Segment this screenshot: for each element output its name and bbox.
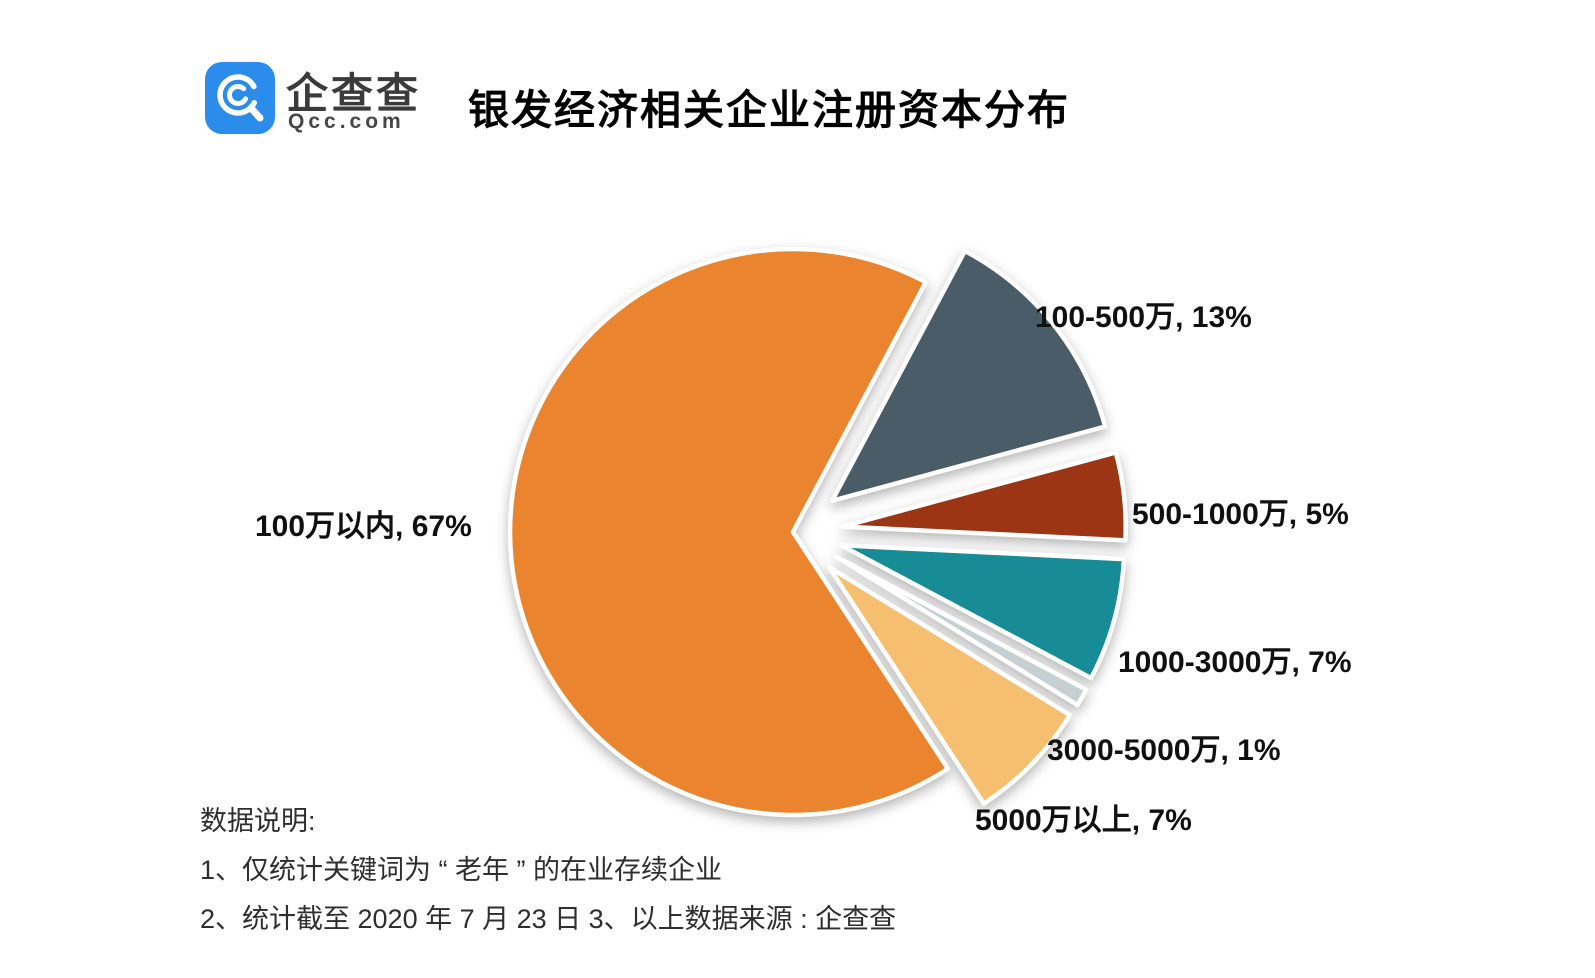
pie-slice-4 bbox=[826, 564, 1073, 806]
pie-slice-3 bbox=[834, 554, 1089, 708]
notes-line-2: 2、统计截至 2020 年 7 月 23 日 3、以上数据来源 : 企查查 bbox=[200, 904, 897, 934]
pie-slice-2 bbox=[838, 543, 1127, 681]
notes-line-1: 1、仅统计关键词为 “ 老年 ” 的在业存续企业 bbox=[200, 855, 723, 885]
qcc-logo bbox=[205, 62, 275, 134]
pie-label-5000-plus: 5000万以上, 7% bbox=[975, 804, 1192, 837]
pie-label-500-1000: 500-1000万, 5% bbox=[1132, 498, 1349, 531]
pie-slice-0 bbox=[829, 248, 1108, 504]
brand-name-cn: 企查查 bbox=[286, 70, 422, 117]
brand-name-en: Qcc.com bbox=[288, 110, 405, 133]
pie-label-100-500: 100-500万, 13% bbox=[1035, 301, 1252, 334]
magnifier-icon bbox=[217, 74, 264, 122]
pie-label-1000-3000: 1000-3000万, 7% bbox=[1118, 646, 1352, 679]
pie-slice-5 bbox=[507, 246, 951, 818]
page-title: 银发经济相关企业注册资本分布 bbox=[468, 87, 1070, 133]
pie-label-3000-5000: 3000-5000万, 1% bbox=[1047, 734, 1281, 767]
pie-slice-1 bbox=[840, 450, 1128, 543]
pie-label-under-100: 100万以内, 67% bbox=[255, 510, 472, 543]
notes-heading: 数据说明: bbox=[200, 806, 316, 836]
data-notes: 数据说明: 1、仅统计关键词为 “ 老年 ” 的在业存续企业 2、统计截至 20… bbox=[200, 797, 896, 944]
